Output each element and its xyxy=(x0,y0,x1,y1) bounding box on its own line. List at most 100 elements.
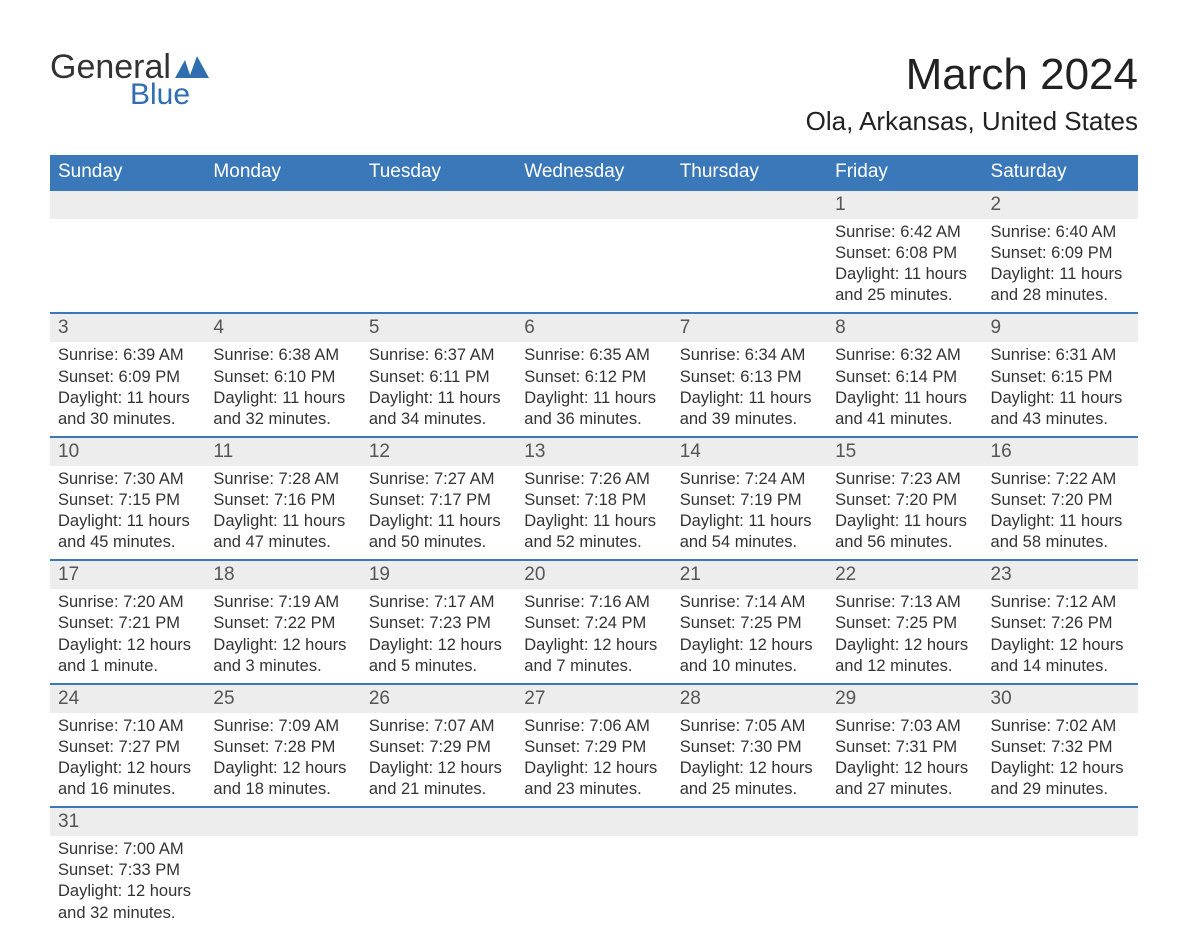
day-number-cell: 17 xyxy=(50,560,205,589)
day-details-cell: Sunrise: 7:00 AMSunset: 7:33 PMDaylight:… xyxy=(50,836,205,929)
day-details-cell: Sunrise: 7:10 AMSunset: 7:27 PMDaylight:… xyxy=(50,713,205,807)
day-details-cell: Sunrise: 6:39 AMSunset: 6:09 PMDaylight:… xyxy=(50,342,205,436)
day-number-cell: 29 xyxy=(827,684,982,713)
day-number-cell: 21 xyxy=(672,560,827,589)
day-number-cell: 4 xyxy=(205,313,360,342)
week-details-row: Sunrise: 6:42 AMSunset: 6:08 PMDaylight:… xyxy=(50,219,1138,313)
day-number-cell: 28 xyxy=(672,684,827,713)
day-number-cell: 16 xyxy=(983,437,1138,466)
day-details-cell: Sunrise: 7:12 AMSunset: 7:26 PMDaylight:… xyxy=(983,589,1138,683)
day-number-cell: 1 xyxy=(827,190,982,219)
day-details-cell: Sunrise: 7:03 AMSunset: 7:31 PMDaylight:… xyxy=(827,713,982,807)
day-details-cell: Sunrise: 7:28 AMSunset: 7:16 PMDaylight:… xyxy=(205,466,360,560)
week-details-row: Sunrise: 7:20 AMSunset: 7:21 PMDaylight:… xyxy=(50,589,1138,683)
day-number: 5 xyxy=(369,317,380,338)
day-details-cell: Sunrise: 7:20 AMSunset: 7:21 PMDaylight:… xyxy=(50,589,205,683)
day-number: 6 xyxy=(524,317,535,338)
day-details-cell: Sunrise: 6:34 AMSunset: 6:13 PMDaylight:… xyxy=(672,342,827,436)
empty-cell xyxy=(672,190,827,219)
day-number: 15 xyxy=(835,441,856,462)
weekday-header: Friday xyxy=(827,155,982,190)
weekday-header: Sunday xyxy=(50,155,205,190)
day-details: Sunrise: 7:28 AMSunset: 7:16 PMDaylight:… xyxy=(205,466,360,559)
day-number-cell: 19 xyxy=(361,560,516,589)
day-details-cell: Sunrise: 7:17 AMSunset: 7:23 PMDaylight:… xyxy=(361,589,516,683)
day-number: 14 xyxy=(680,441,701,462)
empty-cell xyxy=(361,807,516,836)
day-number-cell: 26 xyxy=(361,684,516,713)
day-details: Sunrise: 7:13 AMSunset: 7:25 PMDaylight:… xyxy=(827,589,982,682)
day-number: 26 xyxy=(369,688,390,709)
calendar-table: SundayMondayTuesdayWednesdayThursdayFrid… xyxy=(50,155,1138,930)
day-details: Sunrise: 7:17 AMSunset: 7:23 PMDaylight:… xyxy=(361,589,516,682)
day-number-cell: 23 xyxy=(983,560,1138,589)
day-details-cell: Sunrise: 7:05 AMSunset: 7:30 PMDaylight:… xyxy=(672,713,827,807)
day-details-cell: Sunrise: 7:19 AMSunset: 7:22 PMDaylight:… xyxy=(205,589,360,683)
day-details: Sunrise: 7:23 AMSunset: 7:20 PMDaylight:… xyxy=(827,466,982,559)
day-number: 17 xyxy=(58,564,79,585)
day-number-cell: 25 xyxy=(205,684,360,713)
day-number-cell: 15 xyxy=(827,437,982,466)
day-number-cell: 24 xyxy=(50,684,205,713)
day-details: Sunrise: 7:05 AMSunset: 7:30 PMDaylight:… xyxy=(672,713,827,806)
day-number: 7 xyxy=(680,317,691,338)
empty-cell xyxy=(516,836,671,929)
day-details: Sunrise: 7:03 AMSunset: 7:31 PMDaylight:… xyxy=(827,713,982,806)
day-number-cell: 30 xyxy=(983,684,1138,713)
day-details: Sunrise: 7:14 AMSunset: 7:25 PMDaylight:… xyxy=(672,589,827,682)
day-number: 29 xyxy=(835,688,856,709)
day-details: Sunrise: 6:39 AMSunset: 6:09 PMDaylight:… xyxy=(50,342,205,435)
day-details: Sunrise: 7:27 AMSunset: 7:17 PMDaylight:… xyxy=(361,466,516,559)
page-title: March 2024 xyxy=(806,50,1138,100)
weekday-header: Monday xyxy=(205,155,360,190)
empty-cell xyxy=(50,219,205,313)
day-details-cell: Sunrise: 7:07 AMSunset: 7:29 PMDaylight:… xyxy=(361,713,516,807)
empty-cell xyxy=(516,219,671,313)
day-details: Sunrise: 7:16 AMSunset: 7:24 PMDaylight:… xyxy=(516,589,671,682)
day-details: Sunrise: 6:31 AMSunset: 6:15 PMDaylight:… xyxy=(983,342,1138,435)
day-details-cell: Sunrise: 7:14 AMSunset: 7:25 PMDaylight:… xyxy=(672,589,827,683)
day-details: Sunrise: 6:38 AMSunset: 6:10 PMDaylight:… xyxy=(205,342,360,435)
day-number-cell: 9 xyxy=(983,313,1138,342)
week-details-row: Sunrise: 7:30 AMSunset: 7:15 PMDaylight:… xyxy=(50,466,1138,560)
day-details: Sunrise: 6:40 AMSunset: 6:09 PMDaylight:… xyxy=(983,219,1138,312)
day-details: Sunrise: 7:24 AMSunset: 7:19 PMDaylight:… xyxy=(672,466,827,559)
week-daynum-row: 3 4 5 6 7 8 9 xyxy=(50,313,1138,342)
day-details: Sunrise: 6:34 AMSunset: 6:13 PMDaylight:… xyxy=(672,342,827,435)
day-number: 4 xyxy=(213,317,224,338)
day-details-cell: Sunrise: 7:27 AMSunset: 7:17 PMDaylight:… xyxy=(361,466,516,560)
empty-cell xyxy=(672,807,827,836)
day-details: Sunrise: 7:12 AMSunset: 7:26 PMDaylight:… xyxy=(983,589,1138,682)
day-details: Sunrise: 6:42 AMSunset: 6:08 PMDaylight:… xyxy=(827,219,982,312)
day-number: 3 xyxy=(58,317,69,338)
day-number: 18 xyxy=(213,564,234,585)
day-details: Sunrise: 6:32 AMSunset: 6:14 PMDaylight:… xyxy=(827,342,982,435)
day-number: 19 xyxy=(369,564,390,585)
day-details-cell: Sunrise: 7:16 AMSunset: 7:24 PMDaylight:… xyxy=(516,589,671,683)
day-number: 13 xyxy=(524,441,545,462)
day-number: 1 xyxy=(835,194,846,215)
weekday-header-row: SundayMondayTuesdayWednesdayThursdayFrid… xyxy=(50,155,1138,190)
empty-cell xyxy=(205,836,360,929)
day-number-cell: 8 xyxy=(827,313,982,342)
day-details-cell: Sunrise: 6:35 AMSunset: 6:12 PMDaylight:… xyxy=(516,342,671,436)
day-details: Sunrise: 7:07 AMSunset: 7:29 PMDaylight:… xyxy=(361,713,516,806)
day-number: 8 xyxy=(835,317,846,338)
weekday-header: Wednesday xyxy=(516,155,671,190)
week-daynum-row: 12 xyxy=(50,190,1138,219)
day-number-cell: 14 xyxy=(672,437,827,466)
day-details-cell: Sunrise: 6:42 AMSunset: 6:08 PMDaylight:… xyxy=(827,219,982,313)
day-details-cell: Sunrise: 7:06 AMSunset: 7:29 PMDaylight:… xyxy=(516,713,671,807)
week-daynum-row: 17181920212223 xyxy=(50,560,1138,589)
day-number: 28 xyxy=(680,688,701,709)
day-details-cell: Sunrise: 6:38 AMSunset: 6:10 PMDaylight:… xyxy=(205,342,360,436)
day-details-cell: Sunrise: 7:02 AMSunset: 7:32 PMDaylight:… xyxy=(983,713,1138,807)
empty-cell xyxy=(827,836,982,929)
week-daynum-row: 10111213141516 xyxy=(50,437,1138,466)
empty-cell xyxy=(672,836,827,929)
day-details: Sunrise: 7:26 AMSunset: 7:18 PMDaylight:… xyxy=(516,466,671,559)
day-details-cell: Sunrise: 7:30 AMSunset: 7:15 PMDaylight:… xyxy=(50,466,205,560)
day-details-cell: Sunrise: 7:26 AMSunset: 7:18 PMDaylight:… xyxy=(516,466,671,560)
day-number-cell: 5 xyxy=(361,313,516,342)
empty-cell xyxy=(361,219,516,313)
